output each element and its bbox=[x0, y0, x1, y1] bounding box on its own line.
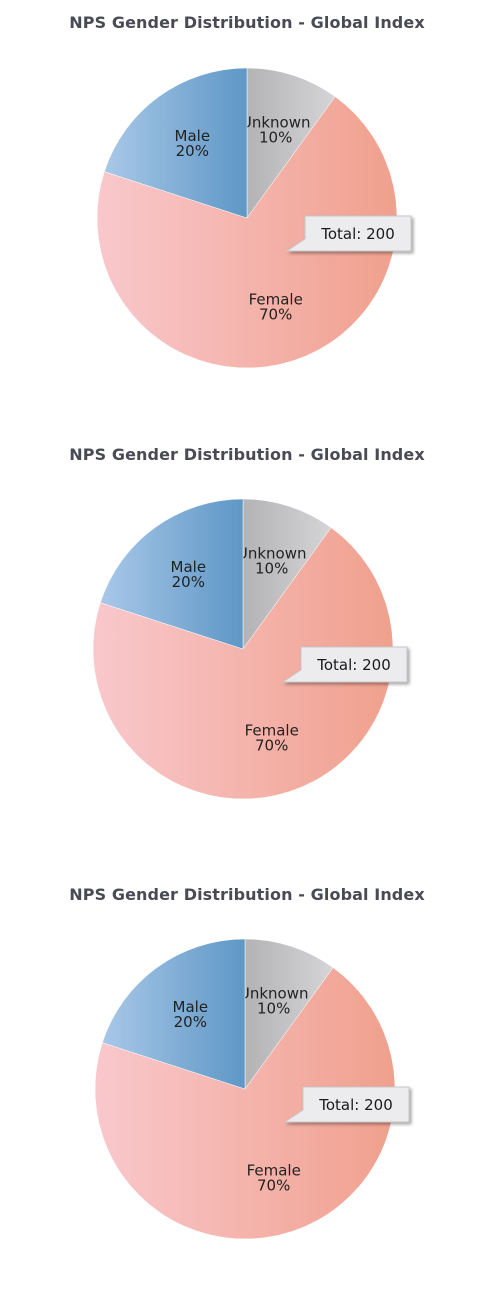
slice-label-female: Female bbox=[249, 290, 303, 308]
pie-slice-unknown bbox=[242, 498, 332, 650]
slice-label-unknown: Unknown bbox=[239, 985, 309, 1003]
callout-bubble bbox=[285, 215, 412, 252]
chart-title: NPS Gender Distribution - Global Index bbox=[69, 445, 425, 464]
slice-percent-male: 20% bbox=[174, 1013, 207, 1031]
slice-percent-male: 20% bbox=[172, 573, 205, 591]
pie-slice-unknown bbox=[244, 938, 334, 1090]
pie-slice-unknown bbox=[246, 67, 336, 219]
slice-label-male: Male bbox=[171, 558, 207, 576]
slice-percent-unknown: 10% bbox=[257, 1000, 290, 1018]
slice-label-female: Female bbox=[247, 1161, 301, 1179]
slice-label-male: Male bbox=[175, 127, 211, 145]
pie-slice-female bbox=[96, 96, 398, 369]
slice-percent-female: 70% bbox=[259, 305, 292, 323]
callout-text: Total: 200 bbox=[318, 1096, 392, 1114]
pie-slice-female bbox=[92, 527, 394, 800]
slice-percent-female: 70% bbox=[257, 1176, 290, 1194]
pie-chart-1: NPS Gender Distribution - Global Index U… bbox=[0, 0, 494, 420]
chart-title: NPS Gender Distribution - Global Index bbox=[69, 885, 425, 904]
slice-percent-male: 20% bbox=[176, 142, 209, 160]
pie-chart-3: NPS Gender Distribution - Global Index U… bbox=[0, 872, 494, 1292]
pie-slice-male bbox=[100, 498, 244, 650]
slice-label-unknown: Unknown bbox=[237, 545, 307, 563]
slice-percent-unknown: 10% bbox=[255, 560, 288, 578]
total-callout: Total: 200 bbox=[281, 646, 408, 683]
slice-percent-female: 70% bbox=[255, 736, 288, 754]
slice-label-unknown: Unknown bbox=[241, 114, 311, 132]
pie-slice-male bbox=[102, 938, 246, 1090]
total-callout: Total: 200 bbox=[285, 215, 412, 252]
slice-percent-unknown: 10% bbox=[259, 129, 292, 147]
callout-text: Total: 200 bbox=[320, 225, 394, 243]
pie-slice-female bbox=[94, 967, 396, 1240]
chart-title: NPS Gender Distribution - Global Index bbox=[69, 13, 425, 32]
total-callout: Total: 200 bbox=[283, 1086, 410, 1123]
callout-bubble bbox=[281, 646, 408, 683]
pie-slice-male bbox=[104, 67, 248, 219]
callout-text: Total: 200 bbox=[316, 656, 390, 674]
slice-label-female: Female bbox=[245, 721, 299, 739]
pie-chart-2: NPS Gender Distribution - Global Index U… bbox=[0, 432, 494, 852]
slice-label-male: Male bbox=[173, 998, 209, 1016]
callout-bubble bbox=[283, 1086, 410, 1123]
